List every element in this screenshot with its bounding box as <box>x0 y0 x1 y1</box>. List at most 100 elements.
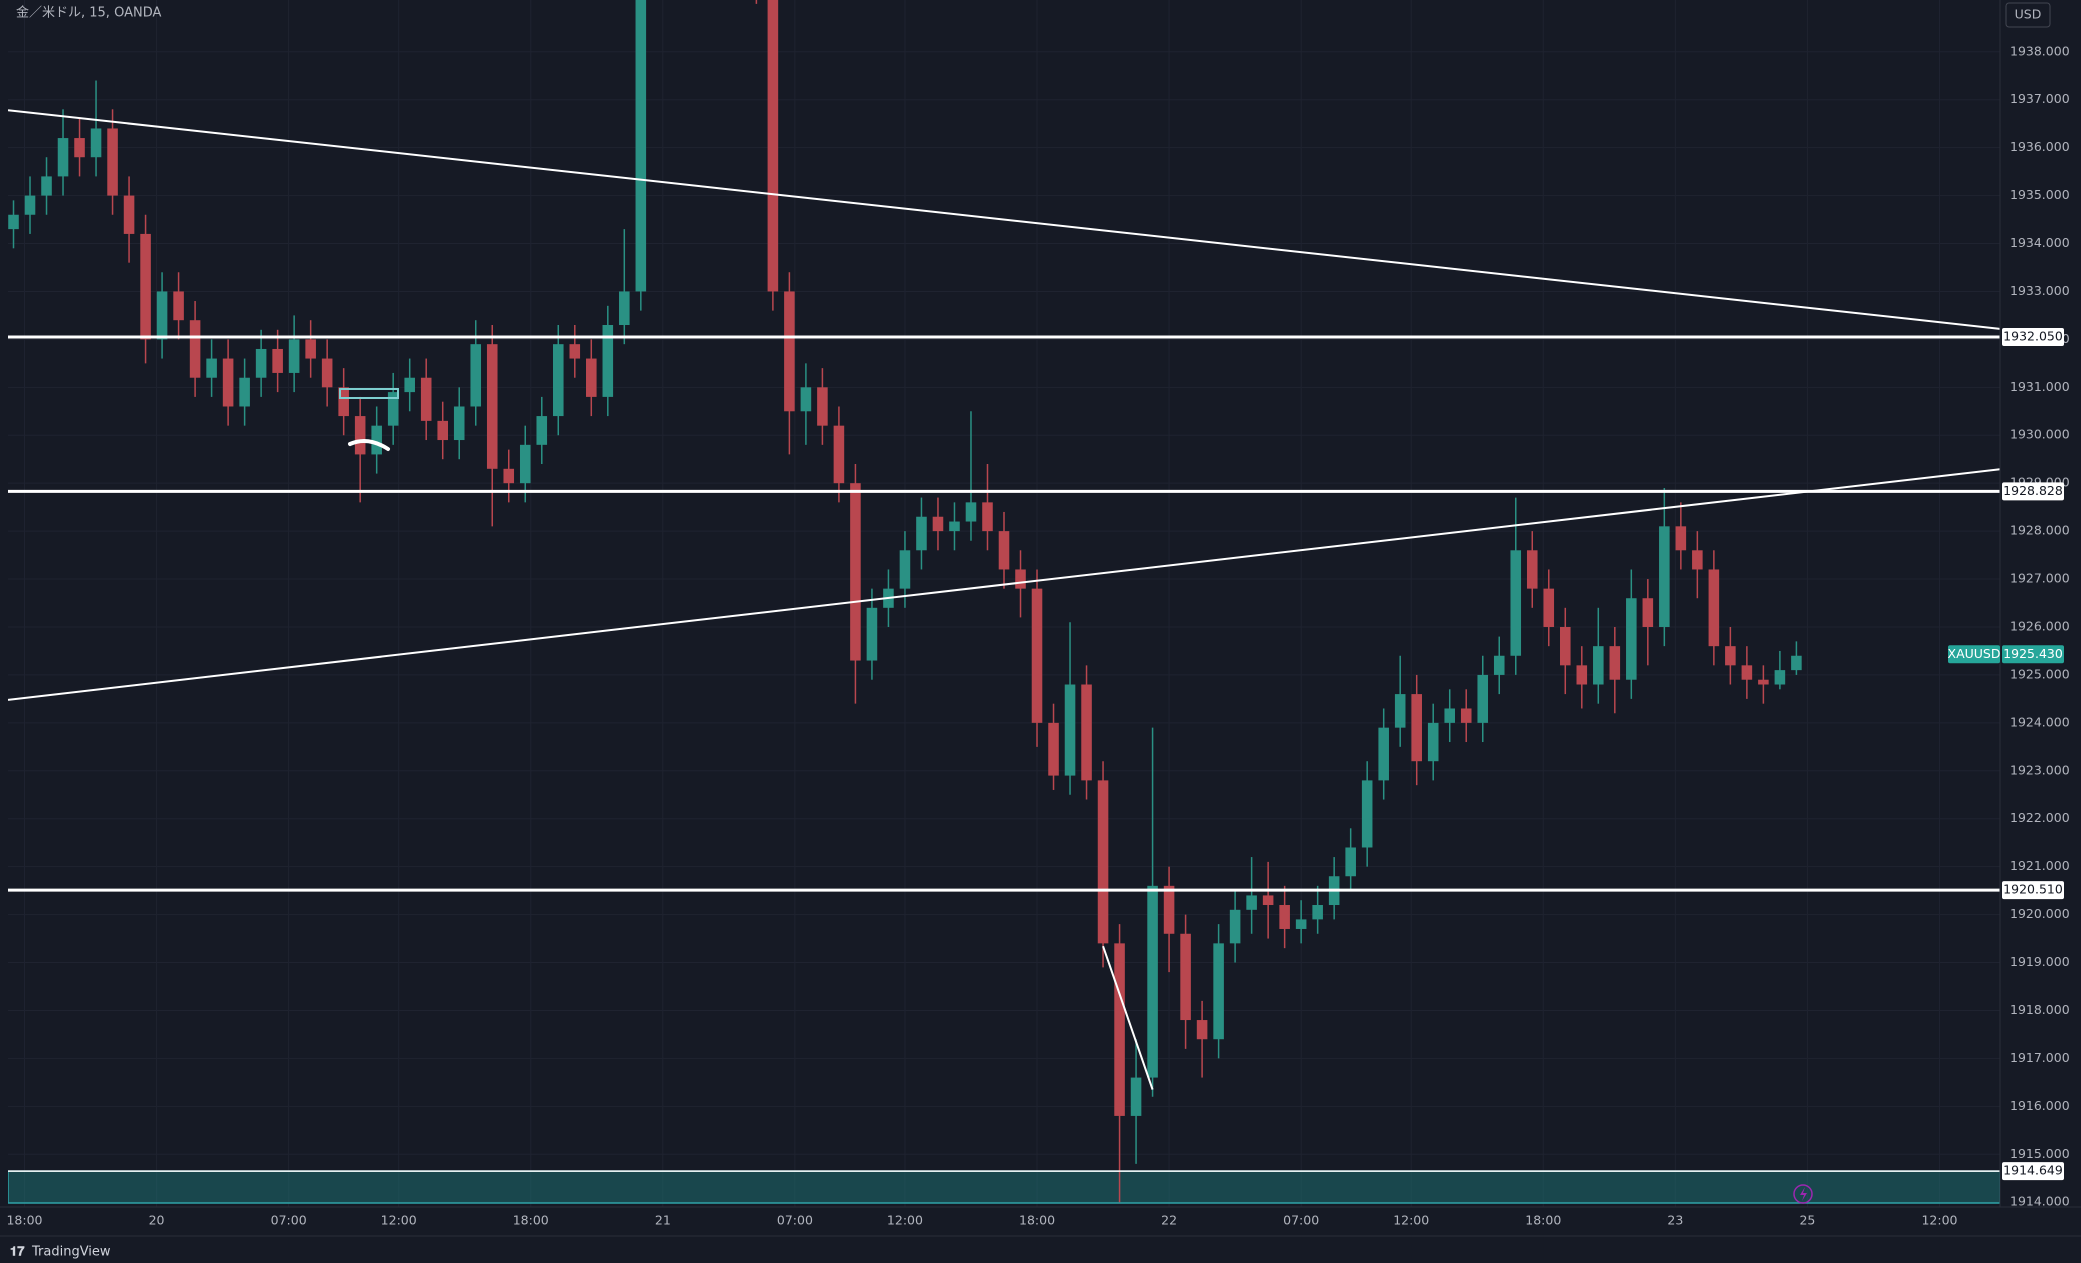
price-tag-label: 1914.649 <box>2003 1163 2063 1178</box>
y-tick-label: 1934.000 <box>2010 235 2070 250</box>
price-tag <box>2002 881 2064 900</box>
candle-body <box>1741 665 1753 680</box>
candle-body <box>1460 708 1472 723</box>
candle-body <box>1378 727 1389 781</box>
x-tick-label: 21 <box>655 1213 671 1228</box>
candle-body <box>1758 679 1769 685</box>
candle-body <box>503 468 515 484</box>
candle-body <box>1791 655 1802 671</box>
x-tick-label: 12:00 <box>887 1213 923 1228</box>
candle-body <box>321 358 333 388</box>
x-tick-label: 12:00 <box>1393 1213 1429 1228</box>
candle-body <box>156 291 168 340</box>
candle-body <box>90 128 102 158</box>
candle-body <box>1774 670 1786 685</box>
symbol-tag <box>1948 645 2000 664</box>
candle-body <box>486 344 498 469</box>
y-tick-label: 1930.000 <box>2010 427 2070 442</box>
y-tick-label: 1916.000 <box>2010 1098 2070 1113</box>
candle-body <box>437 420 449 441</box>
y-tick-label: 1917.000 <box>2010 1050 2070 1065</box>
trend-line <box>1102 945 1154 1090</box>
candle-body <box>1064 684 1076 776</box>
y-tick-label: 1937.000 <box>2010 91 2070 106</box>
candle-body <box>1345 847 1356 877</box>
x-tick-label: 07:00 <box>271 1213 307 1228</box>
candle-body <box>387 392 399 426</box>
candle-body <box>1213 943 1224 1040</box>
candle-body <box>817 387 828 426</box>
candle-body <box>1114 943 1125 1116</box>
y-tick-label: 1914.000 <box>2010 1194 2070 1209</box>
candle-body <box>1725 646 1736 666</box>
candle-body <box>1526 550 1538 589</box>
candle-body <box>288 339 300 373</box>
price-tag <box>2002 1162 2064 1181</box>
candle-body <box>519 444 531 484</box>
trend-line <box>8 109 2000 330</box>
y-tick-label: 1925.000 <box>2010 666 2070 681</box>
candle-body <box>586 358 597 397</box>
candle-body <box>1097 780 1109 944</box>
candle-body <box>1692 550 1703 570</box>
candle-body <box>1708 569 1720 647</box>
candle-body <box>239 377 250 407</box>
candle-body <box>255 348 267 378</box>
candle-body <box>1543 588 1555 627</box>
candle-body <box>1609 646 1621 680</box>
candle-body <box>1081 684 1092 781</box>
candle-body <box>1246 895 1257 910</box>
x-tick-label: 18:00 <box>1525 1213 1561 1228</box>
candle-body <box>833 425 845 484</box>
candle-body <box>1361 780 1373 848</box>
y-tick-label: 1924.000 <box>2010 714 2070 729</box>
candle-body <box>965 502 977 522</box>
price-tag <box>2002 327 2064 346</box>
x-tick-label: 07:00 <box>777 1213 813 1228</box>
candle-body <box>569 344 581 359</box>
event-icon[interactable] <box>1793 1184 1813 1204</box>
y-tick-label: 1927.000 <box>2010 571 2070 586</box>
candle-body <box>1510 550 1522 656</box>
x-tick-label: 18:00 <box>1019 1213 1055 1228</box>
candle-body <box>140 233 151 340</box>
candle-body <box>1659 526 1670 627</box>
candle-body <box>41 176 52 196</box>
candle-body <box>470 344 482 407</box>
candle-body <box>982 502 993 532</box>
currency-button[interactable] <box>2005 2 2051 28</box>
candle-body <box>1626 598 1637 680</box>
y-tick-label: 1921.000 <box>2010 858 2070 873</box>
currency-label[interactable]: USD <box>2015 7 2042 22</box>
candle-body <box>1493 655 1505 675</box>
y-tick-label: 1935.000 <box>2010 187 2070 202</box>
x-tick-label: 18:00 <box>513 1213 549 1228</box>
price-tag <box>2002 645 2064 664</box>
candle-body <box>1031 588 1043 723</box>
candle-body <box>552 344 564 417</box>
candle-body <box>784 291 795 412</box>
x-tick-label: 07:00 <box>1283 1213 1319 1228</box>
candle-body <box>619 291 630 325</box>
trend-line <box>8 468 2000 701</box>
x-tick-label: 12:00 <box>381 1213 417 1228</box>
candle-body <box>24 195 36 215</box>
y-tick-label: 1928.000 <box>2010 523 2070 538</box>
candle-body <box>800 387 812 412</box>
candle-body <box>222 358 234 407</box>
candle-body <box>1394 694 1406 728</box>
candle-body <box>1196 1020 1208 1040</box>
candle-body <box>74 138 85 158</box>
candle-body <box>998 531 1010 570</box>
y-tick-label: 1915.000 <box>2010 1146 2070 1161</box>
candle-body <box>602 324 614 397</box>
x-tick-label: 22 <box>1161 1213 1177 1228</box>
candle-body <box>1295 919 1307 929</box>
candle-body <box>899 550 911 589</box>
y-tick-label: 1919.000 <box>2010 954 2070 969</box>
candle-body <box>420 377 432 421</box>
chart-title: 金／米ドル, 15, OANDA <box>16 5 161 21</box>
brand[interactable]: TradingView <box>31 1245 111 1260</box>
y-tick-label: 1938.000 <box>2010 43 2070 58</box>
candle-body <box>1015 569 1026 589</box>
